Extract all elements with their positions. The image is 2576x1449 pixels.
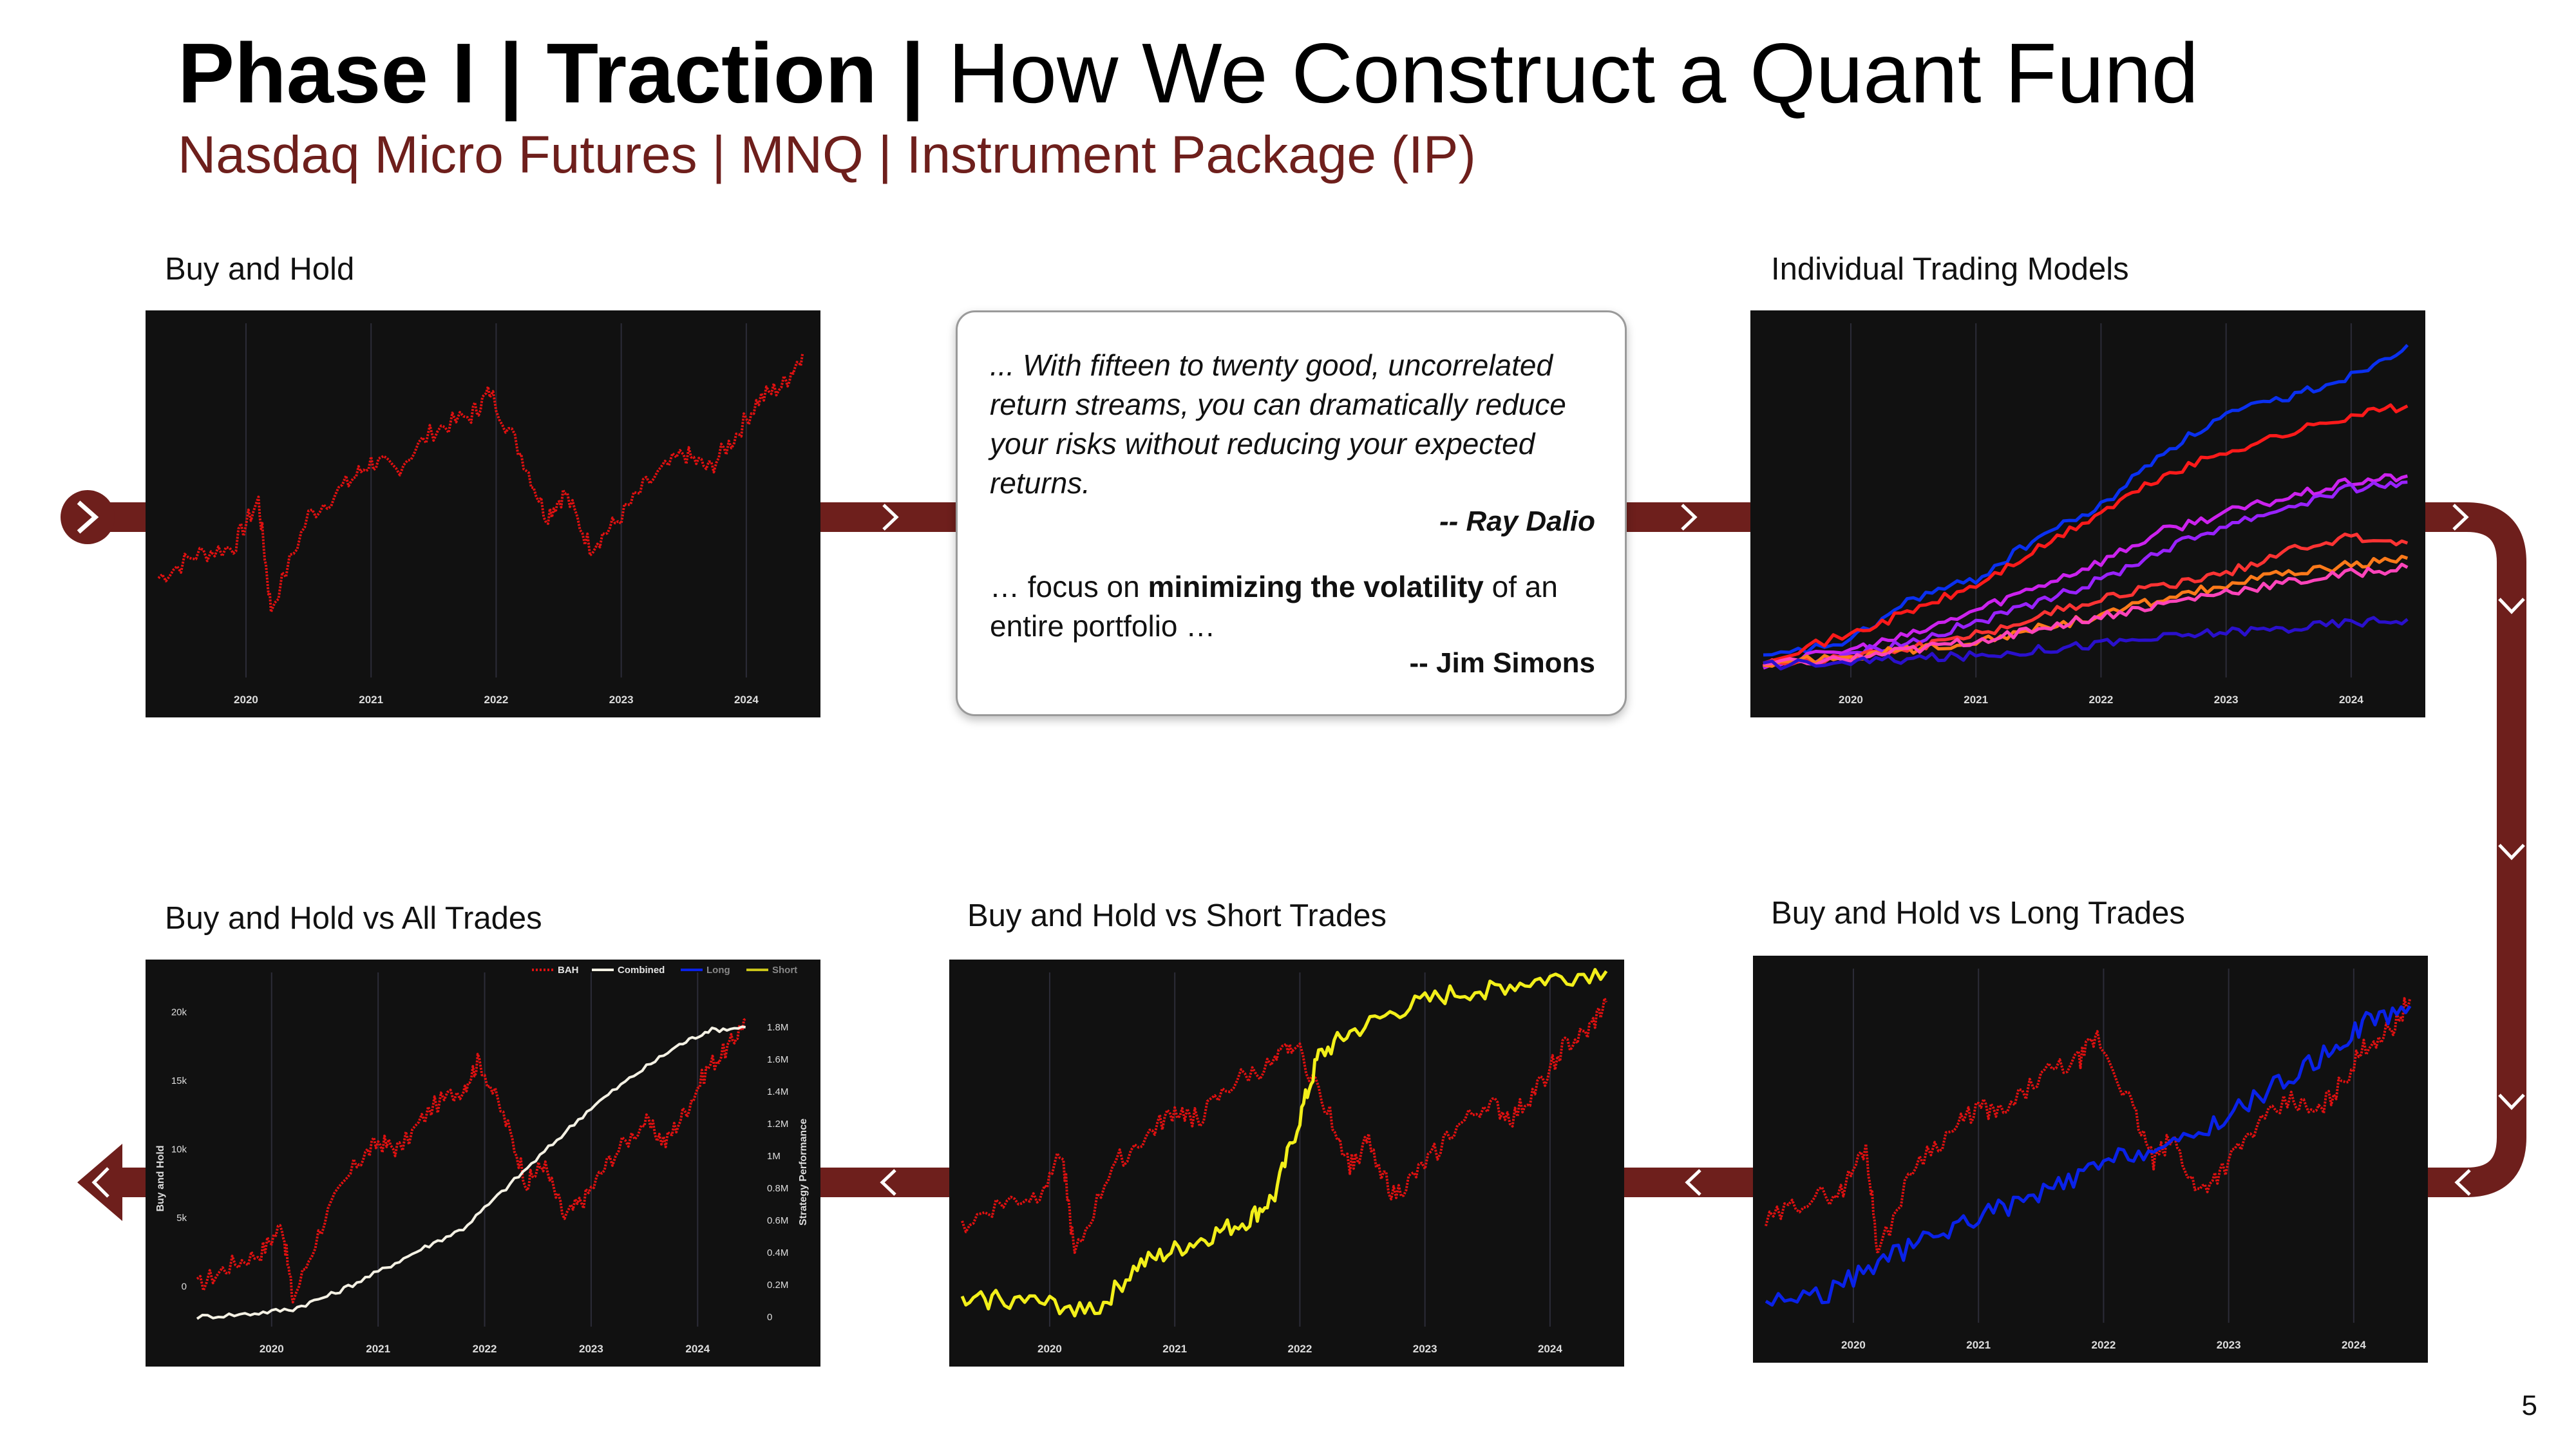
x-tick-label: 2022 [473, 1343, 497, 1355]
y-right-tick-label: 0.4M [767, 1247, 788, 1258]
chart-individual-models-svg: 2020 2021 2022 2023 2024 [1762, 323, 2409, 706]
page-title: Phase I | Traction | How We Construct a … [178, 26, 2199, 121]
chart-individual-models: 2020 2021 2022 2023 2024 [1750, 310, 2425, 717]
x-tick-label: 2022 [484, 694, 509, 706]
legend-label: BAH [558, 965, 579, 976]
quote-simons-text: … focus on minimizing the volatility of … [990, 567, 1595, 646]
quote-simons-prefix: … focus on [990, 570, 1148, 603]
chevron-right-icon [2452, 504, 2469, 531]
series-line-long [1765, 1005, 2412, 1307]
series-line-bah [157, 352, 804, 614]
flow-curve-right [2421, 502, 2526, 1197]
chevron-right-icon [1681, 504, 1698, 531]
chart-bah-vs-all-svg: 2020 2021 2022 2023 2024 0 5k 10k 15k 20k 0 0.2M 0.4… [155, 965, 809, 1355]
series-line-short [960, 968, 1608, 1318]
chart-bah-vs-long-svg: 2020 2021 2022 2023 2024 [1765, 969, 2412, 1351]
label-individual-models: Individual Trading Models [1771, 252, 2129, 287]
label-buy-and-hold: Buy and Hold [165, 252, 355, 287]
chart-bah-vs-short: 2020 2021 2022 2023 2024 [949, 960, 1624, 1367]
chart-bah-vs-long: 2020 2021 2022 2023 2024 [1753, 956, 2428, 1363]
y-right-tick-label: 0 [767, 1312, 772, 1323]
y-left-tick-label: 10k [171, 1144, 187, 1155]
quote-box: ... With fifteen to twenty good, uncorre… [956, 310, 1627, 716]
series-line-m7 [1763, 562, 2409, 667]
y-right-tick-label: 1.2M [767, 1119, 788, 1130]
legend-label: Combined [618, 965, 665, 976]
y-left-tick-label: 0 [182, 1281, 187, 1292]
y-right-tick-label: 0.6M [767, 1215, 788, 1226]
y-right-axis-label: Strategy Performance [798, 1119, 809, 1226]
x-tick-label: 2021 [1162, 1343, 1187, 1355]
x-tick-label: 2023 [2214, 694, 2239, 706]
x-tick-label: 2024 [2339, 694, 2363, 706]
chart-bah-vs-all: 2020 2021 2022 2023 2024 0 5k 10k 15k 20k 0 0.2M 0.4… [146, 960, 820, 1367]
series-line-bah [1765, 997, 2412, 1253]
label-bah-vs-long: Buy and Hold vs Long Trades [1771, 896, 2185, 931]
label-bah-vs-all: Buy and Hold vs All Trades [165, 901, 542, 936]
chevron-down-icon [2498, 844, 2525, 860]
y-right-tick-label: 0.8M [767, 1183, 788, 1194]
title-bold: Phase I | Traction | [178, 26, 925, 120]
y-left-tick-label: 5k [176, 1213, 187, 1224]
x-tick-label: 2024 [1538, 1343, 1562, 1355]
y-left-tick-label: 15k [171, 1075, 187, 1086]
y-right-tick-label: 1.6M [767, 1054, 788, 1065]
legend-label: Long [706, 965, 730, 976]
quote-dalio-author: -- Ray Dalio [1439, 506, 1595, 537]
chevron-down-icon [2498, 1094, 2525, 1110]
x-tick-label: 2020 [260, 1343, 284, 1355]
quote-simons-bold: minimizing the volatility [1148, 570, 1484, 603]
series-line-m3 [1763, 473, 2408, 670]
quote-dalio-text: ... With fifteen to twenty good, uncorre… [990, 348, 1566, 500]
y-right-tick-label: 1M [767, 1151, 781, 1162]
chevron-down-icon [2498, 598, 2525, 614]
series-line-bah [196, 1018, 746, 1303]
quote-simons-suffix: of an entire portfolio … [990, 570, 1558, 643]
x-tick-label: 2023 [2217, 1339, 2241, 1351]
chart-bah-vs-short-svg: 2020 2021 2022 2023 2024 [960, 968, 1608, 1355]
series-line-m8 [1763, 616, 2409, 671]
chevron-left-icon [880, 1169, 896, 1196]
start-arrow-icon [61, 490, 115, 544]
series-line-m2 [1763, 403, 2409, 665]
x-tick-label: 2022 [2089, 694, 2114, 706]
x-tick-label: 2021 [366, 1343, 390, 1355]
chevron-left-icon [1685, 1169, 1701, 1196]
x-tick-label: 2020 [234, 694, 258, 706]
y-right-tick-label: 1.8M [767, 1022, 788, 1033]
series-line-m4 [1762, 480, 2408, 668]
quote-simons-author: -- Jim Simons [1409, 647, 1596, 679]
x-tick-label: 2021 [359, 694, 383, 706]
x-tick-label: 2024 [685, 1343, 710, 1355]
series-line-m1 [1763, 344, 2409, 657]
x-tick-label: 2022 [1288, 1343, 1312, 1355]
y-right-tick-label: 1.4M [767, 1086, 788, 1097]
series-line-combined [196, 1025, 746, 1320]
x-tick-label: 2022 [2092, 1339, 2116, 1351]
page-number: 5 [2521, 1390, 2537, 1421]
x-tick-label: 2024 [734, 694, 759, 706]
legend-label: Short [772, 965, 797, 976]
series-line-bah [961, 997, 1608, 1255]
x-tick-label: 2023 [609, 694, 634, 706]
end-arrow-icon [77, 1144, 122, 1221]
page-subtitle: Nasdaq Micro Futures | MNQ | Instrument … [178, 126, 1476, 184]
x-tick-label: 2023 [579, 1343, 603, 1355]
x-tick-label: 2023 [1413, 1343, 1437, 1355]
x-tick-label: 2020 [1841, 1339, 1866, 1351]
label-bah-vs-short: Buy and Hold vs Short Trades [967, 898, 1387, 933]
y-left-tick-label: 20k [171, 1007, 187, 1018]
chart-buy-and-hold-svg: 2020 2021 2022 2023 2024 [157, 323, 804, 706]
chevron-right-icon [882, 504, 899, 531]
y-left-axis-label: Buy and Hold [155, 1145, 166, 1211]
x-tick-label: 2020 [1037, 1343, 1062, 1355]
chevron-left-icon [2454, 1169, 2471, 1196]
chart-buy-and-hold: 2020 2021 2022 2023 2024 [146, 310, 820, 717]
x-tick-label: 2021 [1964, 694, 1988, 706]
title-regular: How We Construct a Quant Fund [948, 26, 2199, 120]
x-tick-label: 2021 [1966, 1339, 1991, 1351]
x-tick-label: 2020 [1839, 694, 1863, 706]
y-right-tick-label: 0.2M [767, 1280, 788, 1291]
x-tick-label: 2024 [2342, 1339, 2366, 1351]
